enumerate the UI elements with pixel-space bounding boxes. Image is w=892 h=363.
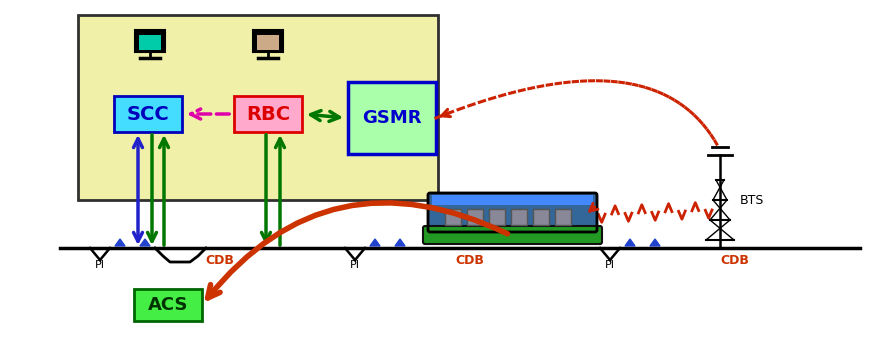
FancyBboxPatch shape: [428, 193, 597, 232]
Polygon shape: [625, 239, 635, 246]
FancyBboxPatch shape: [114, 96, 182, 132]
FancyBboxPatch shape: [134, 289, 202, 321]
FancyBboxPatch shape: [511, 209, 527, 225]
Text: PI: PI: [95, 260, 105, 270]
Text: CDB: CDB: [205, 253, 235, 266]
Polygon shape: [140, 239, 150, 246]
Text: CDB: CDB: [721, 253, 749, 266]
Polygon shape: [650, 239, 660, 246]
FancyBboxPatch shape: [445, 209, 461, 225]
FancyBboxPatch shape: [253, 30, 283, 52]
Text: BTS: BTS: [740, 193, 764, 207]
FancyBboxPatch shape: [533, 209, 549, 225]
Text: PI: PI: [605, 260, 615, 270]
Text: GSMR: GSMR: [362, 109, 422, 127]
Text: SCC: SCC: [127, 105, 169, 123]
Polygon shape: [370, 239, 380, 246]
Text: CDB: CDB: [456, 253, 484, 266]
Polygon shape: [115, 239, 125, 246]
FancyBboxPatch shape: [78, 15, 438, 200]
Polygon shape: [395, 239, 405, 246]
Text: RBC: RBC: [246, 105, 290, 123]
Text: PI: PI: [350, 260, 360, 270]
FancyBboxPatch shape: [135, 30, 165, 52]
FancyBboxPatch shape: [139, 35, 161, 50]
FancyBboxPatch shape: [234, 96, 302, 132]
FancyBboxPatch shape: [432, 195, 593, 205]
FancyBboxPatch shape: [489, 209, 505, 225]
FancyBboxPatch shape: [257, 35, 279, 50]
FancyBboxPatch shape: [348, 82, 436, 154]
FancyBboxPatch shape: [467, 209, 483, 225]
FancyBboxPatch shape: [423, 226, 602, 244]
Text: ACS: ACS: [148, 296, 188, 314]
FancyBboxPatch shape: [555, 209, 571, 225]
